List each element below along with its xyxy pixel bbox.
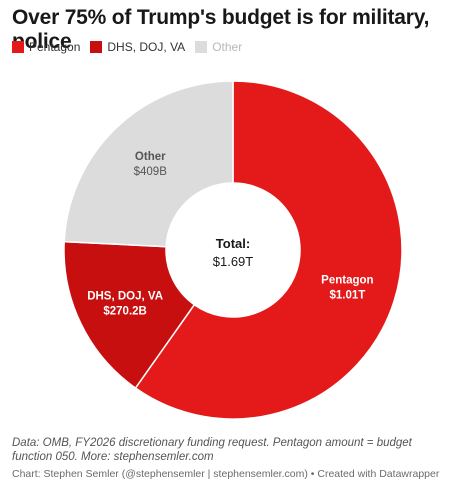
chart-title: Over 75% of Trump's budget is for milita… bbox=[12, 6, 430, 53]
source-notes: Data: OMB, FY2026 discretionary funding … bbox=[12, 437, 412, 463]
slices-group bbox=[63, 80, 403, 420]
legend-item-pentagon: Pentagon bbox=[12, 40, 80, 54]
legend-item-other: Other bbox=[195, 40, 242, 54]
slice-dhs-doj-va bbox=[63, 240, 196, 390]
byline: Chart: Stephen Semler (@stephensemler | … bbox=[12, 468, 440, 480]
center-label-title: Total: bbox=[216, 236, 250, 251]
slice-value-pentagon: $1.01T bbox=[329, 289, 365, 301]
slice-label-pentagon: Pentagon bbox=[321, 274, 373, 286]
legend-label-dhs-doj-va: DHS, DOJ, VA bbox=[107, 40, 186, 54]
slice-other bbox=[63, 80, 234, 248]
slice-labels-group: Pentagon $1.01T DHS, DOJ, VA $270.2B Other $4… bbox=[87, 151, 373, 317]
slice-value-dhs-doj-va: $270.2B bbox=[103, 306, 146, 318]
legend-swatch-pentagon bbox=[12, 41, 24, 53]
center-label-value: $1.69T bbox=[213, 254, 254, 269]
slice-label-other: Other bbox=[135, 151, 166, 163]
legend-label-other: Other bbox=[212, 40, 243, 54]
slice-label-dhs-doj-va: DHS, DOJ, VA bbox=[87, 291, 163, 303]
donut-chart: Pentagon $1.01T DHS, DOJ, VA $270.2B Other $4… bbox=[63, 80, 403, 420]
slice-pentagon bbox=[134, 80, 403, 420]
legend-label-pentagon: Pentagon bbox=[29, 40, 81, 54]
legend-swatch-other bbox=[195, 41, 208, 53]
legend-item-dhs-doj-va: DHS, DOJ, VA bbox=[90, 40, 185, 54]
legend-swatch-dhs-doj-va bbox=[90, 41, 103, 53]
slice-value-other: $409B bbox=[134, 166, 168, 178]
donut-hole bbox=[167, 184, 299, 316]
legend: Pentagon DHS, DOJ, VA Other bbox=[12, 40, 252, 54]
